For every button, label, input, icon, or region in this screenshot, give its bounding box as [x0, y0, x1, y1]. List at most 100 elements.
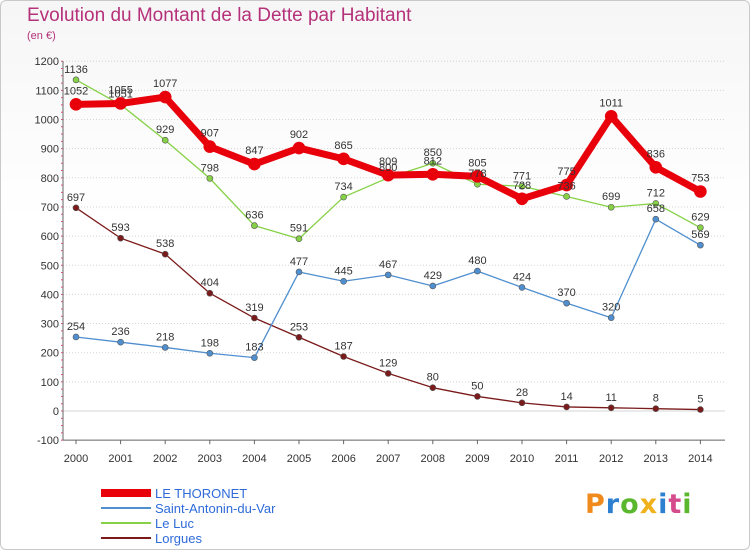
data-label: 480 [468, 255, 486, 267]
data-point [158, 90, 172, 104]
y-tick-label: 1000 [35, 115, 59, 127]
data-point [649, 161, 663, 174]
series-lines [69, 76, 707, 413]
data-point [206, 349, 214, 357]
data-label: 183 [245, 342, 263, 354]
data-label: 28 [516, 387, 528, 399]
y-tick-label: 300 [41, 319, 59, 331]
data-label: 5 [697, 394, 703, 406]
x-tick-label: 2002 [153, 453, 177, 465]
data-label: 254 [67, 321, 85, 333]
data-point [203, 140, 217, 153]
data-label: 812 [424, 155, 442, 167]
data-point [471, 170, 484, 183]
legend-label: Le Luc [155, 516, 195, 531]
y-tick-label: 400 [41, 289, 59, 301]
data-label: 591 [290, 223, 308, 235]
data-point [72, 204, 80, 212]
data-label: 629 [691, 212, 709, 224]
data-point [251, 222, 258, 229]
data-point [429, 384, 437, 391]
x-tick-label: 2006 [331, 453, 355, 465]
y-tick-label: 700 [41, 202, 59, 214]
data-label: 847 [245, 145, 263, 157]
proxiti-logo: Proxiti [585, 489, 693, 520]
x-tick-label: 2013 [644, 453, 668, 465]
data-point [340, 353, 347, 360]
data-point [161, 344, 169, 351]
data-point [429, 282, 437, 290]
data-label: 319 [245, 302, 263, 314]
data-point [563, 299, 570, 307]
data-point [117, 338, 124, 346]
data-point [206, 289, 214, 297]
data-point [251, 354, 258, 361]
data-point [607, 314, 615, 322]
data-label: 253 [290, 321, 308, 333]
data-label: 11 [605, 392, 616, 404]
data-label: 728 [513, 180, 531, 192]
data-point [381, 168, 395, 182]
data-label: 445 [334, 265, 352, 277]
data-label: 404 [201, 277, 219, 289]
data-label: 1055 [108, 84, 132, 96]
y-tick-label: 100 [41, 377, 59, 389]
data-label: 50 [471, 380, 483, 392]
data-point [295, 235, 303, 243]
y-tick-label: 1100 [35, 85, 59, 97]
x-tick-label: 2007 [376, 453, 400, 465]
data-point [518, 399, 526, 407]
data-point [652, 405, 660, 412]
data-point [340, 193, 347, 201]
x-tick-label: 2008 [421, 453, 445, 465]
data-point [563, 193, 570, 200]
data-point [697, 241, 704, 249]
y-tick-label: 0 [53, 406, 59, 418]
data-label: 218 [156, 331, 174, 343]
data-point [69, 98, 83, 111]
data-point [292, 141, 306, 155]
data-label: 14 [560, 391, 572, 403]
data-label: 467 [379, 259, 397, 271]
data-point [518, 284, 526, 291]
data-label: 569 [691, 229, 709, 241]
data-point [384, 370, 392, 377]
data-label: 187 [334, 340, 352, 352]
data-point [384, 271, 392, 279]
data-point [607, 203, 615, 211]
data-point [515, 192, 529, 206]
data-label: 236 [111, 326, 129, 338]
data-point [694, 185, 707, 198]
data-label: 1077 [153, 78, 177, 90]
data-label: 865 [334, 140, 352, 152]
data-point [206, 175, 214, 182]
x-tick-label: 2009 [465, 453, 489, 465]
data-label: 800 [379, 162, 397, 174]
data-point [474, 393, 481, 400]
data-label: 636 [245, 210, 263, 222]
y-tick-label: -100 [37, 435, 59, 447]
data-label: 538 [156, 238, 174, 250]
data-label: 809 [379, 156, 397, 168]
data-label: 712 [647, 187, 665, 199]
data-point [560, 178, 573, 192]
data-point [607, 404, 615, 412]
x-tick-label: 2001 [108, 453, 132, 465]
data-label: 1051 [108, 89, 132, 101]
x-tick-label: 2011 [555, 453, 579, 465]
data-label: 805 [468, 157, 486, 169]
data-point [518, 182, 526, 190]
y-tick-label: 800 [41, 173, 59, 185]
data-label: 477 [290, 256, 308, 268]
data-label: 771 [513, 170, 531, 182]
data-label: 775 [557, 166, 575, 178]
data-point [604, 109, 618, 123]
data-point [426, 168, 440, 181]
data-label: 836 [647, 148, 665, 160]
data-label: 907 [201, 128, 219, 140]
data-label: 850 [424, 147, 442, 159]
data-point [248, 157, 261, 171]
data-label: 778 [468, 168, 486, 180]
data-label: 736 [557, 180, 575, 192]
